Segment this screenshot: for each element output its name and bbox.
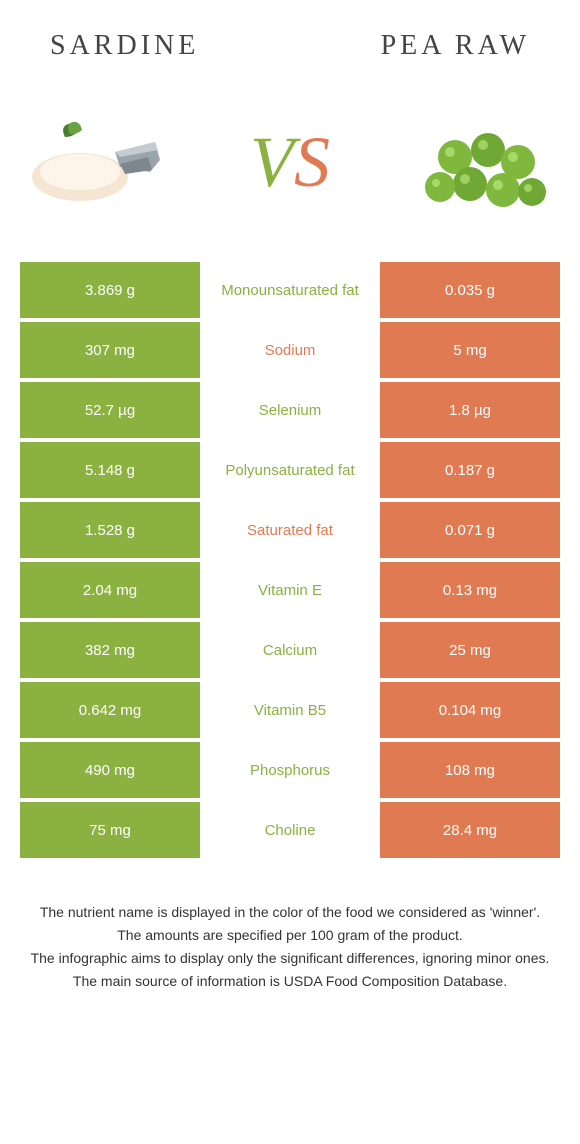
value-left: 75 mg xyxy=(20,802,200,858)
value-left: 2.04 mg xyxy=(20,562,200,618)
value-right: 25 mg xyxy=(380,622,560,678)
footer-line: The nutrient name is displayed in the co… xyxy=(30,902,550,923)
value-left: 0.642 mg xyxy=(20,682,200,738)
nutrient-row: 52.7 µgSelenium1.8 µg xyxy=(20,382,560,438)
title-right: Pea raw xyxy=(381,30,530,62)
nutrient-row: 490 mgPhosphorus108 mg xyxy=(20,742,560,798)
footer-line: The infographic aims to display only the… xyxy=(30,948,550,969)
value-right: 0.071 g xyxy=(380,502,560,558)
nutrient-label: Vitamin B5 xyxy=(200,682,380,738)
nutrient-label: Choline xyxy=(200,802,380,858)
value-left: 307 mg xyxy=(20,322,200,378)
value-right: 1.8 µg xyxy=(380,382,560,438)
nutrient-row: 5.148 gPolyunsaturated fat0.187 g xyxy=(20,442,560,498)
value-left: 382 mg xyxy=(20,622,200,678)
value-right: 0.035 g xyxy=(380,262,560,318)
value-right: 0.187 g xyxy=(380,442,560,498)
vs-v: V xyxy=(250,121,294,204)
value-left: 3.869 g xyxy=(20,262,200,318)
footer-notes: The nutrient name is displayed in the co… xyxy=(0,862,580,1014)
peas-image xyxy=(400,102,560,222)
value-right: 0.104 mg xyxy=(380,682,560,738)
vs-label: VS xyxy=(250,121,330,204)
value-right: 0.13 mg xyxy=(380,562,560,618)
value-right: 28.4 mg xyxy=(380,802,560,858)
value-left: 1.528 g xyxy=(20,502,200,558)
nutrient-row: 2.04 mgVitamin E0.13 mg xyxy=(20,562,560,618)
nutrient-row: 307 mgSodium5 mg xyxy=(20,322,560,378)
nutrient-label: Saturated fat xyxy=(200,502,380,558)
footer-line: The main source of information is USDA F… xyxy=(30,971,550,992)
nutrient-table: 3.869 gMonounsaturated fat0.035 g307 mgS… xyxy=(0,262,580,858)
value-right: 108 mg xyxy=(380,742,560,798)
nutrient-row: 1.528 gSaturated fat0.071 g xyxy=(20,502,560,558)
value-left: 5.148 g xyxy=(20,442,200,498)
vs-s: S xyxy=(294,121,330,204)
nutrient-label: Phosphorus xyxy=(200,742,380,798)
nutrient-label: Vitamin E xyxy=(200,562,380,618)
vs-section: VS xyxy=(0,82,580,262)
nutrient-row: 75 mgCholine28.4 mg xyxy=(20,802,560,858)
footer-line: The amounts are specified per 100 gram o… xyxy=(30,925,550,946)
nutrient-row: 0.642 mgVitamin B50.104 mg xyxy=(20,682,560,738)
nutrient-label: Sodium xyxy=(200,322,380,378)
title-left: Sardine xyxy=(50,30,199,62)
value-right: 5 mg xyxy=(380,322,560,378)
header: Sardine Pea raw xyxy=(0,0,580,82)
value-left: 490 mg xyxy=(20,742,200,798)
nutrient-label: Polyunsaturated fat xyxy=(200,442,380,498)
nutrient-label: Calcium xyxy=(200,622,380,678)
nutrient-label: Monounsaturated fat xyxy=(200,262,380,318)
nutrient-row: 382 mgCalcium25 mg xyxy=(20,622,560,678)
value-left: 52.7 µg xyxy=(20,382,200,438)
nutrient-label: Selenium xyxy=(200,382,380,438)
sardine-image xyxy=(20,102,180,222)
nutrient-row: 3.869 gMonounsaturated fat0.035 g xyxy=(20,262,560,318)
